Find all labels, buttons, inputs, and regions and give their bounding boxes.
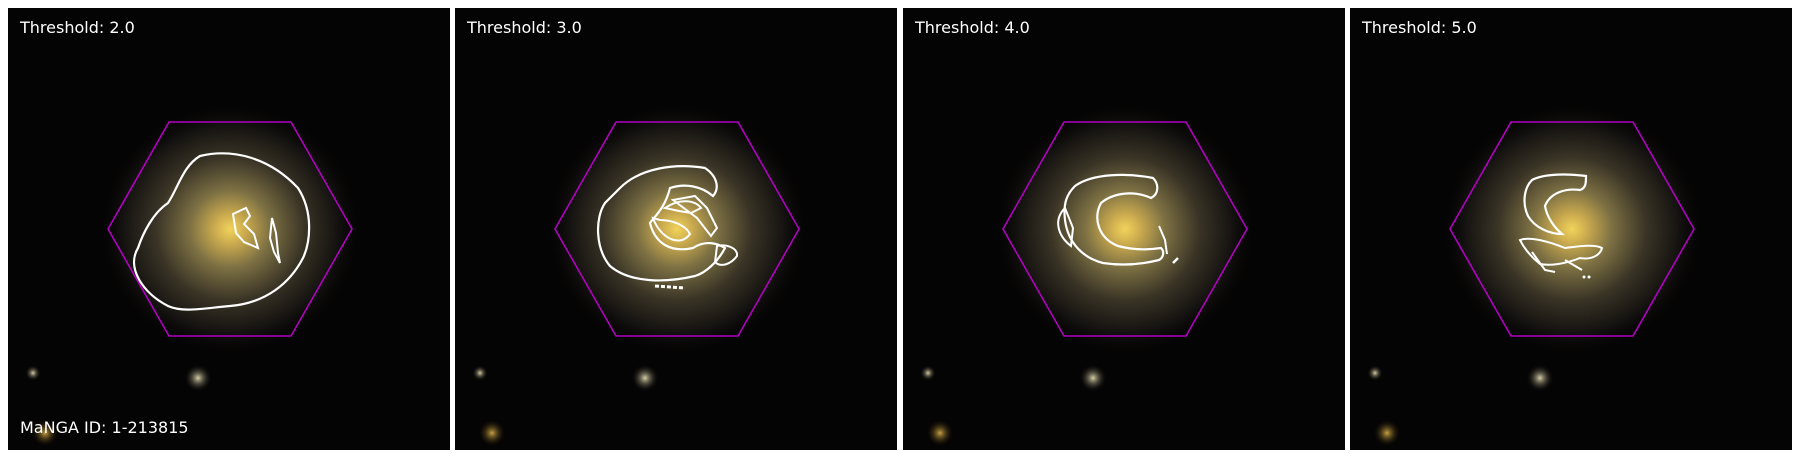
contour bbox=[133, 152, 311, 311]
panel-threshold-2: Threshold: 2.0 MaNGA ID: 1-213815 bbox=[8, 8, 450, 450]
star bbox=[1373, 419, 1401, 447]
panel-threshold-4: Threshold: 4.0 bbox=[903, 8, 1345, 450]
galaxy bbox=[95, 99, 365, 359]
star bbox=[472, 365, 488, 381]
galaxy bbox=[1437, 99, 1707, 359]
star bbox=[631, 364, 659, 392]
star bbox=[1367, 365, 1383, 381]
star bbox=[920, 365, 936, 381]
contour bbox=[596, 165, 727, 282]
contour bbox=[1523, 173, 1588, 236]
contour bbox=[662, 200, 703, 215]
threshold-label: Threshold: 2.0 bbox=[20, 18, 135, 37]
star bbox=[25, 365, 41, 381]
threshold-label: Threshold: 3.0 bbox=[467, 18, 582, 37]
star bbox=[1079, 364, 1107, 392]
galaxy-image-1 bbox=[8, 8, 450, 450]
hexagon-footprint bbox=[1002, 121, 1248, 337]
hexagon-footprint bbox=[107, 121, 353, 337]
galaxy-image-3 bbox=[903, 8, 1345, 450]
threshold-label: Threshold: 4.0 bbox=[915, 18, 1030, 37]
panel-threshold-3: Threshold: 3.0 bbox=[455, 8, 897, 450]
contour bbox=[1172, 257, 1179, 264]
threshold-label: Threshold: 5.0 bbox=[1362, 18, 1477, 37]
star bbox=[1526, 364, 1554, 392]
contour bbox=[268, 217, 281, 264]
contour bbox=[1564, 259, 1583, 271]
contour bbox=[670, 194, 719, 238]
manga-id-label: MaNGA ID: 1-213815 bbox=[20, 418, 189, 437]
galaxy-image-2 bbox=[455, 8, 897, 450]
star bbox=[184, 364, 212, 392]
contour bbox=[1582, 275, 1586, 279]
hexagon-footprint bbox=[1449, 121, 1695, 337]
galaxy-image-4 bbox=[1350, 8, 1792, 450]
galaxy bbox=[542, 99, 812, 359]
contour bbox=[1057, 206, 1075, 248]
contour bbox=[1158, 225, 1168, 255]
panel-threshold-5: Threshold: 5.0 bbox=[1350, 8, 1792, 450]
galaxy bbox=[990, 99, 1260, 359]
contour bbox=[651, 216, 692, 242]
contour bbox=[1531, 251, 1556, 273]
star bbox=[31, 419, 59, 447]
star bbox=[478, 419, 506, 447]
contour bbox=[654, 284, 686, 290]
hexagon-footprint bbox=[554, 121, 800, 337]
contour bbox=[231, 206, 260, 250]
contour bbox=[713, 244, 739, 266]
contour bbox=[1063, 173, 1165, 266]
contour bbox=[1587, 275, 1591, 279]
star bbox=[926, 419, 954, 447]
contour bbox=[1518, 237, 1604, 266]
